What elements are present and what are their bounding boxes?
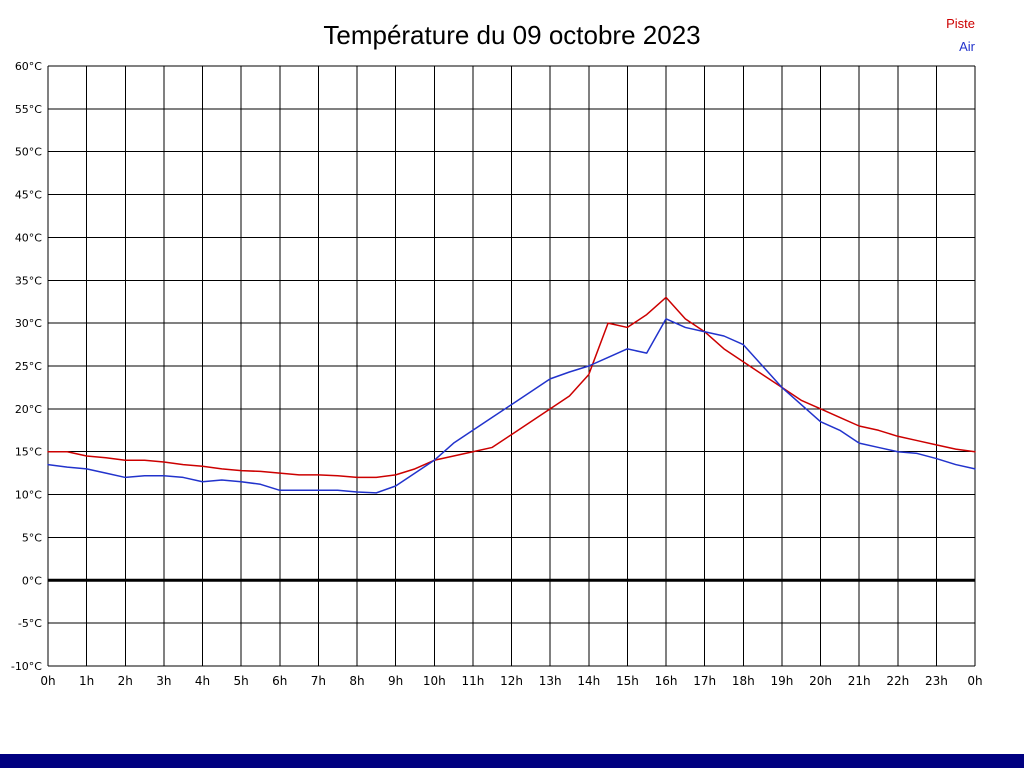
x-axis-tick-label: 0h bbox=[40, 674, 55, 688]
x-axis-tick-label: 11h bbox=[461, 674, 484, 688]
y-axis-tick-label: 25°C bbox=[15, 360, 42, 373]
y-axis-tick-label: 55°C bbox=[15, 103, 42, 116]
x-axis-tick-label: 18h bbox=[732, 674, 755, 688]
y-axis-tick-label: 35°C bbox=[15, 274, 42, 287]
y-axis-tick-label: 40°C bbox=[15, 231, 42, 244]
x-axis-tick-label: 3h bbox=[156, 674, 171, 688]
x-axis-tick-label: 1h bbox=[79, 674, 94, 688]
series-line-piste bbox=[47, 296, 976, 479]
y-axis-tick-label: -10°C bbox=[11, 660, 42, 673]
x-axis-tick-label: 7h bbox=[311, 674, 326, 688]
x-axis-tick-label: 23h bbox=[925, 674, 948, 688]
x-axis-tick-label: 6h bbox=[272, 674, 287, 688]
legend-item-air: Air bbox=[959, 39, 975, 54]
x-axis-tick-label: 19h bbox=[770, 674, 793, 688]
y-axis-tick-label: 60°C bbox=[15, 60, 42, 73]
x-axis-tick-label: 17h bbox=[693, 674, 716, 688]
x-axis-tick-label: 15h bbox=[616, 674, 639, 688]
y-axis-tick-label: 20°C bbox=[15, 403, 42, 416]
x-axis-tick-label: 5h bbox=[234, 674, 249, 688]
chart-title: Température du 09 octobre 2023 bbox=[323, 20, 701, 50]
x-axis-tick-label: 2h bbox=[118, 674, 133, 688]
y-axis-tick-label: 45°C bbox=[15, 189, 42, 202]
y-axis-tick-label: -5°C bbox=[18, 617, 42, 630]
y-axis-tick-label: 30°C bbox=[15, 317, 42, 330]
x-axis-tick-label: 14h bbox=[577, 674, 600, 688]
series-line-air bbox=[47, 318, 976, 494]
x-axis-tick-label: 4h bbox=[195, 674, 210, 688]
x-axis-tick-label: 20h bbox=[809, 674, 832, 688]
x-axis-tick-label: 9h bbox=[388, 674, 403, 688]
x-axis-tick-label: 16h bbox=[655, 674, 678, 688]
y-axis-tick-label: 5°C bbox=[22, 531, 42, 544]
x-axis-tick-label: 10h bbox=[423, 674, 446, 688]
x-axis-tick-label: 0h bbox=[967, 674, 982, 688]
footer-bar bbox=[0, 754, 1024, 768]
legend: Piste Air bbox=[946, 12, 975, 58]
x-axis-tick-label: 12h bbox=[500, 674, 523, 688]
y-axis-tick-label: 0°C bbox=[22, 574, 42, 587]
x-axis-tick-label: 22h bbox=[886, 674, 909, 688]
y-axis-tick-label: 10°C bbox=[15, 489, 42, 502]
y-axis-tick-label: 15°C bbox=[15, 446, 42, 459]
y-axis-tick-label: 50°C bbox=[15, 146, 42, 159]
x-axis-tick-label: 13h bbox=[539, 674, 562, 688]
legend-item-piste: Piste bbox=[946, 16, 975, 31]
x-axis-tick-label: 8h bbox=[349, 674, 364, 688]
x-axis-tick-label: 21h bbox=[848, 674, 871, 688]
